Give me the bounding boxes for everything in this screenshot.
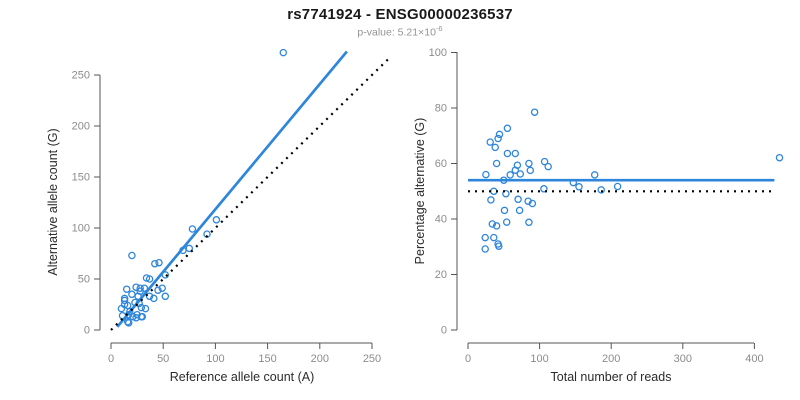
data-point [129, 312, 137, 321]
data-point [122, 285, 131, 293]
data-point [775, 153, 784, 162]
y-tick-label: 50 [78, 274, 90, 286]
x-tick-label: 0 [465, 353, 471, 365]
y-tick-label: 100 [429, 47, 447, 59]
y-tick-label: 20 [435, 269, 447, 281]
regression-line [116, 50, 348, 328]
x-tick-label: 200 [602, 353, 620, 365]
allele-counts-panel: 0 50 100 150 200 250 0 50 100 150 200 250 Reference … [46, 48, 392, 384]
data-point [597, 186, 605, 194]
data-point [212, 216, 221, 224]
x-tick-label: 300 [674, 353, 692, 365]
data-point [525, 159, 533, 168]
data-point [150, 294, 158, 303]
data-point [151, 259, 159, 268]
data-point [154, 286, 162, 294]
x-tick-label: 400 [745, 353, 763, 365]
data-point [491, 143, 499, 152]
y-axis-title: Alternative allele count (G) [46, 128, 60, 275]
data-point [132, 283, 140, 291]
pvalue-subtitle: p-value: 5.21×10-6 [0, 24, 800, 39]
y-tick-label: 80 [435, 103, 447, 115]
data-point [511, 166, 520, 174]
data-point [161, 292, 170, 301]
data-point [514, 195, 522, 204]
data-point [590, 171, 599, 179]
identity-line [110, 55, 392, 331]
data-point [128, 251, 136, 260]
x-tick-label: 50 [157, 353, 169, 365]
data-point [495, 130, 504, 139]
data-point [188, 225, 197, 233]
data-point [502, 218, 511, 226]
data-point [524, 197, 532, 205]
data-point [540, 157, 549, 166]
y-tick-label: 0 [441, 325, 447, 337]
data-point [511, 149, 520, 158]
x-tick-label: 100 [206, 353, 224, 365]
y-tick-label: 200 [72, 121, 90, 133]
y-tick-label: 60 [435, 158, 447, 170]
data-point [138, 312, 147, 321]
data-point [502, 189, 510, 198]
data-point [145, 292, 154, 301]
data-point [145, 275, 154, 283]
page-title: rs7741924 - ENSG00000236537 [287, 6, 513, 23]
data-point [526, 166, 535, 175]
data-point [530, 108, 539, 116]
data-point [613, 182, 622, 191]
data-point [490, 233, 498, 242]
data-point [487, 196, 495, 204]
data-point [482, 170, 490, 179]
data-point [128, 290, 136, 299]
x-tick-label: 100 [530, 353, 548, 365]
data-point [137, 303, 146, 312]
x-tick-label: 150 [258, 353, 276, 365]
data-point [492, 222, 501, 230]
data-point [515, 206, 524, 215]
data-point [158, 284, 166, 292]
pvalue-text: p-value: 5.21×10 [357, 26, 436, 39]
pvalue-exponent: -6 [435, 24, 443, 33]
data-point [525, 218, 533, 227]
x-tick-label: 200 [311, 353, 329, 365]
x-tick-label: 250 [363, 353, 381, 365]
y-tick-label: 40 [435, 214, 447, 226]
data-point [279, 48, 288, 57]
data-point [516, 170, 525, 178]
data-point [185, 244, 194, 253]
y-tick-label: 0 [84, 325, 90, 337]
x-tick-label: 0 [108, 353, 114, 365]
data-point [117, 304, 126, 313]
data-point [494, 134, 502, 143]
data-point [544, 162, 552, 171]
y-tick-label: 150 [72, 172, 90, 184]
data-point [575, 183, 583, 191]
data-point [141, 304, 150, 313]
data-point [495, 242, 503, 250]
y-axis-title: Percentage alternative (G) [413, 118, 427, 265]
data-point [136, 284, 144, 292]
y-tick-label: 100 [72, 223, 90, 235]
x-axis-title: Reference allele count (A) [170, 370, 315, 384]
data-point [503, 124, 512, 133]
data-point [540, 185, 548, 193]
data-point [481, 233, 489, 242]
data-point [481, 245, 489, 253]
data-point [492, 159, 501, 168]
data-point [503, 149, 512, 158]
data-point [486, 138, 494, 146]
data-point [155, 258, 163, 267]
data-point [123, 318, 132, 326]
data-point [490, 187, 498, 196]
data-point [500, 206, 509, 215]
data-point [506, 171, 514, 179]
x-axis-title: Total number of reads [551, 370, 672, 384]
y-tick-label: 250 [72, 70, 90, 82]
data-point [124, 319, 133, 327]
data-point [488, 220, 497, 228]
